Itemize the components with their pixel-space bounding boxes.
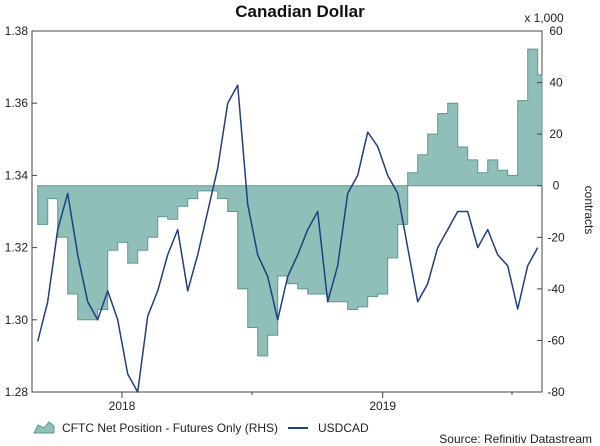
x-axis: 2018 2019 [109, 392, 513, 413]
left-axis: 1.28 1.30 1.32 1.34 1.36 1.38 [5, 24, 37, 399]
legend-label-area: CFTC Net Position - Futures Only (RHS) [62, 421, 278, 435]
right-tick-label: 60 [549, 24, 563, 38]
right-axis-unit: x 1,000 [524, 11, 564, 25]
right-tick-label: -80 [547, 385, 565, 399]
cftc-area [37, 48, 543, 357]
chart-title: Canadian Dollar [235, 2, 365, 21]
right-tick-label: 20 [549, 127, 563, 141]
left-tick-label: 1.30 [5, 313, 29, 327]
right-tick-label: -40 [547, 282, 565, 296]
left-tick-label: 1.32 [5, 241, 29, 255]
right-tick-label: 40 [549, 76, 563, 90]
right-axis: -80 -60 -40 -20 0 20 40 60 [537, 24, 565, 399]
right-tick-label: 0 [553, 179, 560, 193]
right-axis-label: contracts [582, 186, 596, 235]
legend-item-area: CFTC Net Position - Futures Only (RHS) [33, 421, 278, 435]
right-tick-label: -20 [547, 230, 565, 244]
x-tick-label: 2019 [369, 399, 396, 413]
left-tick-label: 1.28 [5, 385, 29, 399]
plot-frame [31, 30, 543, 393]
x-tick-label: 2018 [109, 399, 136, 413]
plot-area [31, 30, 543, 393]
left-tick-label: 1.38 [5, 24, 29, 38]
legend-label-line: USDCAD [318, 421, 369, 435]
legend-swatch-area [33, 421, 55, 434]
legend: CFTC Net Position - Futures Only (RHS) U… [33, 421, 369, 435]
source-note: Source: Refinitiv Datastream [439, 432, 592, 446]
usdcad-line [36, 84, 539, 393]
right-tick-label: -60 [547, 333, 565, 347]
line-series [36, 84, 539, 393]
left-tick-label: 1.36 [5, 96, 29, 110]
area-series [37, 48, 543, 357]
left-tick-label: 1.34 [5, 168, 29, 182]
legend-item-line: USDCAD [288, 421, 369, 435]
